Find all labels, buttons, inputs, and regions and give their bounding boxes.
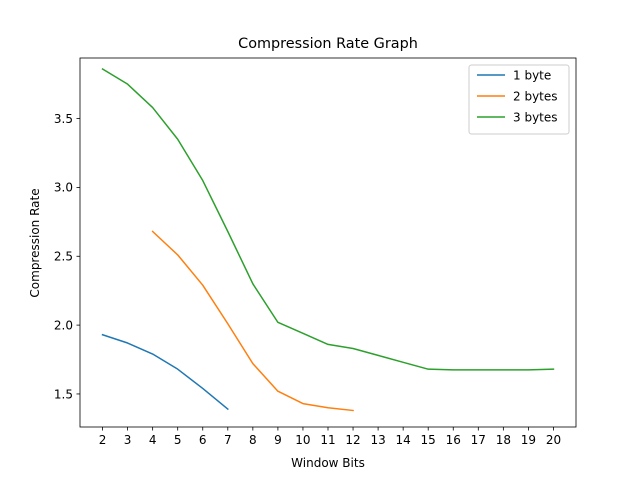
x-tick-label: 5 [174, 433, 182, 447]
x-tick-label: 7 [224, 433, 232, 447]
chart-title: Compression Rate Graph [238, 36, 418, 52]
x-tick-label: 19 [521, 433, 536, 447]
x-tick-label: 16 [446, 433, 461, 447]
x-tick-label: 18 [496, 433, 511, 447]
x-tick-label: 11 [320, 433, 335, 447]
x-tick-label: 3 [124, 433, 132, 447]
x-tick-label: 4 [149, 433, 157, 447]
y-tick-label: 2.5 [54, 250, 73, 264]
x-tick-label: 13 [370, 433, 385, 447]
x-tick-label: 17 [471, 433, 486, 447]
x-tick-label: 2 [99, 433, 107, 447]
plot-area [101, 67, 555, 412]
y-tick-label: 3.0 [54, 181, 73, 195]
x-tick-label: 10 [295, 433, 310, 447]
legend: 1 byte 2 bytes 3 bytes [468, 64, 570, 135]
y-tick-label: 2.0 [54, 318, 73, 332]
x-axis: 2 3 4 5 6 7 8 9 10 11 12 13 14 15 16 17 18 19 20 [99, 427, 561, 447]
series-line-2 [151, 230, 354, 412]
legend-label: 1 byte [513, 68, 551, 82]
x-tick-label: 20 [546, 433, 561, 447]
series-line-1 [101, 333, 229, 411]
legend-label: 2 bytes [513, 89, 558, 103]
y-tick-label: 1.5 [54, 387, 73, 401]
y-axis: 1.5 2.0 2.5 3.0 3.5 [54, 112, 80, 401]
x-tick-label: 14 [396, 433, 411, 447]
y-axis-label: Compression Rate [28, 188, 42, 297]
x-tick-label: 12 [345, 433, 360, 447]
legend-label: 3 bytes [513, 110, 558, 124]
x-tick-label: 8 [249, 433, 257, 447]
x-axis-label: Window Bits [291, 456, 365, 470]
x-tick-label: 6 [199, 433, 207, 447]
y-tick-label: 3.5 [54, 112, 73, 126]
series-line-3 [101, 67, 555, 371]
x-tick-label: 15 [421, 433, 436, 447]
x-tick-label: 9 [274, 433, 282, 447]
